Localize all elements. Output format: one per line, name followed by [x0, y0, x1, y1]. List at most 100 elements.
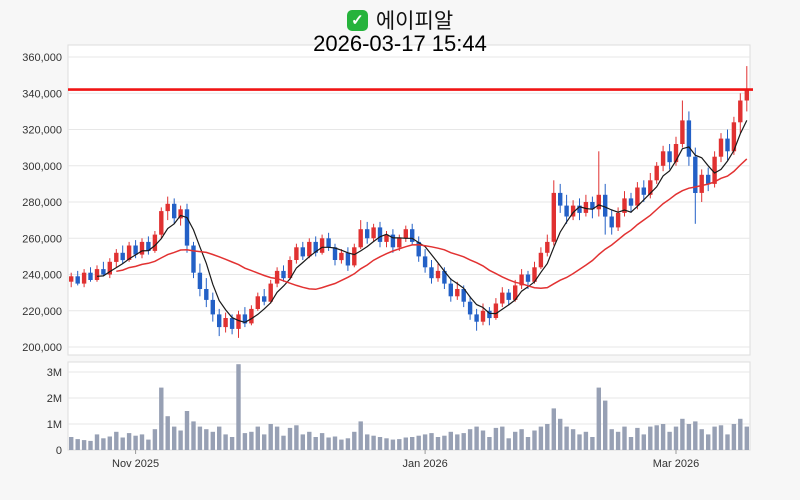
volume-bar	[242, 433, 248, 450]
volume-bar	[197, 426, 203, 450]
volume-bar	[223, 434, 228, 450]
candle	[146, 236, 151, 255]
candle-body	[551, 192, 556, 242]
volume-bar	[101, 438, 106, 450]
candle-body	[178, 209, 183, 219]
candle	[545, 234, 550, 257]
volume-bar	[120, 437, 125, 450]
candle	[648, 173, 653, 199]
volume-bar	[461, 433, 466, 450]
volume-bar	[628, 437, 634, 450]
volume-bar	[165, 416, 170, 450]
volume-pane	[67, 361, 751, 451]
stock-title: 에이피알	[375, 10, 454, 33]
volume-bar	[358, 421, 363, 450]
candle-body	[699, 174, 704, 193]
candle	[564, 194, 569, 224]
candle	[281, 265, 286, 282]
candle	[371, 223, 376, 242]
volume-bar	[622, 426, 627, 450]
volume-bar	[191, 421, 196, 450]
candle	[596, 151, 601, 217]
candle	[204, 278, 209, 308]
volume-bars	[69, 364, 749, 450]
volume-gridlines: 3M 2M 1M 0	[47, 367, 750, 457]
candle-body	[467, 301, 473, 315]
volume-bar	[287, 427, 293, 450]
candle	[69, 272, 74, 288]
candle-body	[718, 138, 724, 157]
volume-bar	[397, 439, 402, 450]
candle-body	[628, 198, 634, 206]
volume-bar	[410, 437, 415, 450]
candle	[114, 249, 119, 268]
volume-bar	[339, 439, 344, 450]
checkbox-icon[interactable]: ✓	[346, 9, 368, 31]
candle-body	[75, 276, 80, 284]
candle-body	[262, 296, 267, 302]
volume-bar	[429, 433, 434, 450]
volume-tick-label: 1M	[47, 419, 62, 431]
volume-bar	[667, 431, 672, 450]
volume-bar	[648, 426, 653, 450]
candle-body	[641, 187, 646, 195]
candle-body	[429, 267, 434, 279]
candle	[660, 145, 666, 172]
volume-bar	[313, 437, 318, 450]
volume-bar	[294, 425, 299, 450]
candle-body	[165, 203, 170, 212]
candle-body	[101, 269, 106, 275]
candle-body	[635, 187, 640, 206]
candle	[725, 129, 730, 161]
candle-body	[126, 245, 132, 260]
volume-bar	[274, 426, 280, 450]
candle	[654, 162, 659, 184]
candle-body	[448, 283, 453, 297]
volume-bar	[371, 435, 376, 450]
candle-body	[744, 89, 749, 101]
candle	[448, 278, 453, 302]
candle-body	[680, 120, 685, 144]
volume-bar	[474, 426, 479, 450]
candle-body	[339, 252, 344, 261]
volume-bar	[686, 424, 692, 450]
candle	[635, 182, 640, 210]
volume-tick-label: 0	[56, 445, 62, 457]
candle	[300, 241, 305, 260]
candle-body	[133, 245, 138, 255]
candle-body	[319, 238, 325, 253]
candle	[500, 287, 505, 308]
price-tick-label: 300,000	[22, 161, 62, 173]
candle	[455, 281, 460, 300]
candle	[332, 243, 338, 266]
price-tick-label: 220,000	[22, 306, 62, 318]
volume-bar	[249, 431, 254, 450]
candle	[390, 229, 396, 253]
candle-body	[513, 285, 518, 300]
candle	[422, 249, 428, 273]
volume-bar	[172, 426, 177, 450]
volume-bar	[69, 437, 74, 450]
candle-body	[693, 156, 698, 193]
candle	[81, 269, 87, 288]
candle-body	[435, 270, 441, 279]
candle	[242, 307, 248, 328]
candle-body	[712, 156, 717, 184]
candle-body	[558, 192, 563, 206]
volume-bar	[570, 429, 576, 450]
x-axis: Nov 2025 Jan 2026 Mar 2026	[112, 450, 699, 470]
candle-body	[184, 209, 190, 246]
volume-bar	[487, 437, 492, 450]
volume-bar	[300, 434, 305, 450]
candle-body	[538, 252, 544, 268]
volume-bar	[435, 437, 441, 450]
candle	[339, 249, 344, 264]
candle	[352, 243, 357, 268]
volume-bar	[577, 434, 582, 450]
volume-bar	[673, 426, 679, 450]
candle	[680, 100, 685, 148]
candle-body	[255, 296, 260, 309]
candle	[120, 245, 125, 264]
candle-body	[422, 256, 428, 268]
